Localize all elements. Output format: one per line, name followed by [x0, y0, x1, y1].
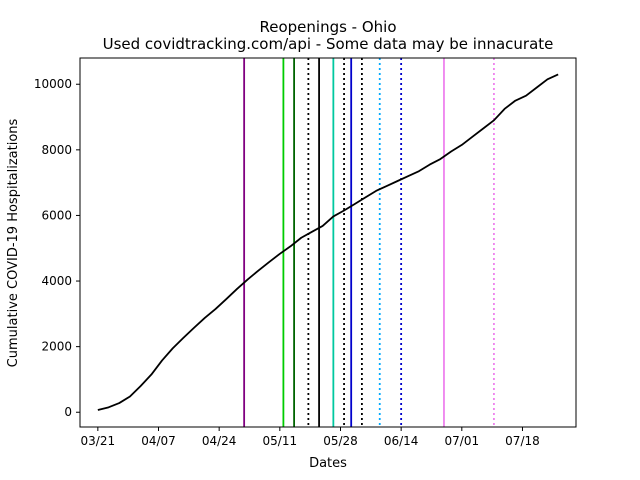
y-tick-label: 6000 [41, 208, 72, 222]
plot-frame [79, 57, 577, 428]
x-tick-label: 04/07 [141, 434, 176, 448]
x-tick-label: 05/11 [263, 434, 298, 448]
y-tick-label: 4000 [41, 274, 72, 288]
x-tick-label: 03/21 [81, 434, 116, 448]
x-tick-label: 04/24 [202, 434, 237, 448]
y-axis: 0 2000 4000 6000 8000 10000 [34, 77, 80, 419]
y-tick-label: 2000 [41, 340, 72, 354]
x-tick-label: 06/14 [384, 434, 419, 448]
y-axis-label: Cumulative COVID-19 Hospitalizations [6, 118, 21, 367]
series-line-1 [97, 73, 559, 411]
y-tick-label: 10000 [34, 77, 72, 91]
y-tick-label: 8000 [41, 143, 72, 157]
x-tick-label: 07/01 [445, 434, 480, 448]
chart-title-line2: Used covidtracking.com/api - Some data m… [103, 35, 554, 53]
x-tick-label: 05/28 [323, 434, 358, 448]
chart-title-line1: Reopenings - Ohio [259, 18, 396, 36]
y-tick-label: 0 [64, 405, 72, 419]
x-axis-label: Dates [309, 456, 347, 471]
series-group [97, 73, 559, 411]
x-axis: 03/21 04/07 04/24 05/11 05/28 06/14 07/01 07/18 [81, 427, 540, 448]
x-tick-label: 07/18 [505, 434, 540, 448]
